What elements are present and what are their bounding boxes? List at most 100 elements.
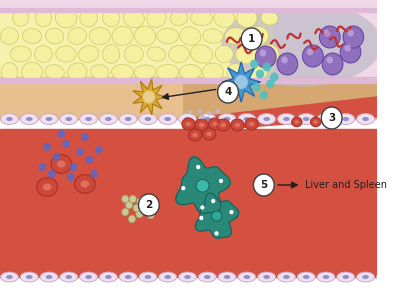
- Ellipse shape: [198, 114, 216, 124]
- Ellipse shape: [224, 117, 230, 121]
- Ellipse shape: [1, 63, 18, 81]
- Circle shape: [324, 29, 330, 36]
- Ellipse shape: [235, 123, 240, 127]
- Ellipse shape: [51, 155, 72, 173]
- Polygon shape: [184, 97, 377, 132]
- Ellipse shape: [222, 1, 382, 86]
- Ellipse shape: [56, 46, 76, 62]
- Circle shape: [144, 201, 152, 209]
- Ellipse shape: [105, 117, 112, 121]
- Circle shape: [133, 204, 140, 212]
- Circle shape: [70, 163, 77, 171]
- Ellipse shape: [217, 119, 230, 131]
- Circle shape: [188, 110, 192, 114]
- Ellipse shape: [45, 65, 64, 79]
- Circle shape: [181, 186, 185, 190]
- Circle shape: [260, 91, 268, 100]
- Ellipse shape: [26, 275, 32, 279]
- Ellipse shape: [186, 122, 191, 126]
- Circle shape: [320, 26, 340, 48]
- Circle shape: [129, 195, 136, 203]
- Ellipse shape: [156, 64, 179, 80]
- Circle shape: [207, 111, 211, 115]
- Circle shape: [252, 83, 260, 91]
- Ellipse shape: [179, 65, 201, 79]
- Circle shape: [140, 206, 148, 214]
- Ellipse shape: [26, 117, 32, 121]
- Ellipse shape: [159, 272, 177, 282]
- Circle shape: [128, 215, 136, 223]
- Circle shape: [43, 143, 51, 151]
- Ellipse shape: [231, 119, 244, 131]
- Circle shape: [302, 45, 323, 67]
- Ellipse shape: [263, 117, 270, 121]
- Ellipse shape: [244, 117, 250, 121]
- Circle shape: [254, 174, 274, 196]
- Polygon shape: [195, 193, 239, 238]
- Ellipse shape: [6, 117, 13, 121]
- Circle shape: [281, 56, 288, 63]
- Circle shape: [347, 29, 354, 36]
- Ellipse shape: [80, 114, 98, 124]
- Circle shape: [344, 44, 351, 51]
- Polygon shape: [184, 79, 377, 119]
- Ellipse shape: [292, 117, 302, 127]
- Ellipse shape: [248, 27, 268, 46]
- Ellipse shape: [46, 275, 52, 279]
- Circle shape: [122, 195, 129, 203]
- Ellipse shape: [46, 28, 64, 44]
- Polygon shape: [176, 157, 230, 213]
- Circle shape: [218, 81, 238, 103]
- Ellipse shape: [89, 27, 110, 45]
- Ellipse shape: [337, 114, 355, 124]
- Ellipse shape: [0, 27, 18, 44]
- Ellipse shape: [206, 132, 212, 136]
- Polygon shape: [133, 79, 166, 115]
- Circle shape: [214, 231, 218, 236]
- Ellipse shape: [10, 46, 31, 62]
- Circle shape: [230, 210, 234, 214]
- Circle shape: [266, 79, 275, 88]
- Ellipse shape: [218, 272, 236, 282]
- Circle shape: [340, 41, 361, 63]
- Ellipse shape: [125, 117, 132, 121]
- Circle shape: [198, 109, 202, 113]
- Ellipse shape: [237, 8, 257, 27]
- Ellipse shape: [74, 175, 95, 193]
- Circle shape: [200, 205, 204, 210]
- Ellipse shape: [342, 117, 349, 121]
- Circle shape: [277, 53, 298, 75]
- Ellipse shape: [85, 275, 92, 279]
- Ellipse shape: [182, 118, 195, 130]
- Ellipse shape: [6, 275, 13, 279]
- Bar: [0, 0, 377, 119]
- Ellipse shape: [297, 114, 315, 124]
- Ellipse shape: [245, 118, 258, 130]
- Circle shape: [53, 153, 60, 161]
- Ellipse shape: [323, 275, 329, 279]
- Ellipse shape: [22, 29, 42, 44]
- Ellipse shape: [249, 64, 268, 80]
- Circle shape: [81, 133, 88, 141]
- Ellipse shape: [342, 275, 349, 279]
- Circle shape: [255, 46, 276, 68]
- Ellipse shape: [68, 63, 87, 81]
- Ellipse shape: [362, 275, 369, 279]
- Ellipse shape: [145, 275, 151, 279]
- Ellipse shape: [263, 275, 270, 279]
- Circle shape: [216, 109, 220, 113]
- Ellipse shape: [40, 272, 58, 282]
- Text: 3: 3: [328, 113, 335, 123]
- Bar: [0, 77, 377, 119]
- Ellipse shape: [224, 275, 230, 279]
- Circle shape: [199, 216, 203, 220]
- Circle shape: [260, 50, 266, 56]
- Ellipse shape: [147, 8, 166, 27]
- Ellipse shape: [100, 272, 117, 282]
- Ellipse shape: [102, 9, 120, 27]
- Ellipse shape: [91, 65, 109, 79]
- Ellipse shape: [244, 275, 250, 279]
- Ellipse shape: [376, 272, 394, 282]
- Circle shape: [200, 115, 205, 119]
- Ellipse shape: [80, 180, 89, 187]
